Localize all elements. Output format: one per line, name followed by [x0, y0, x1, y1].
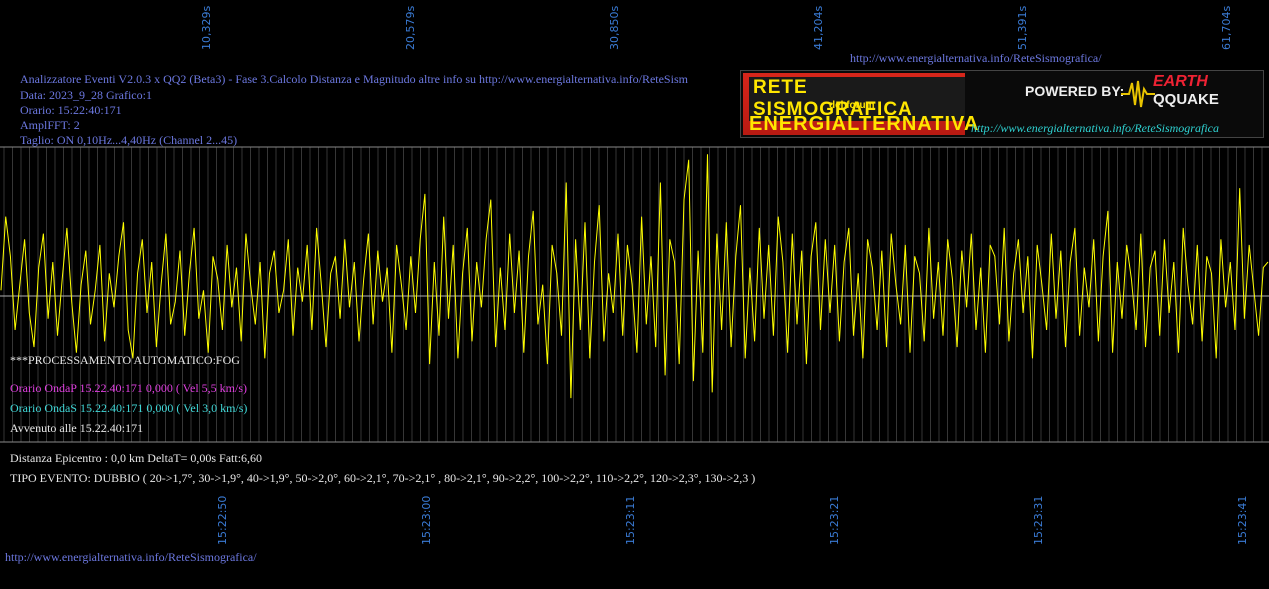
logo-forum-text: del forum [829, 100, 875, 111]
logo-url-text[interactable]: http://www.energialternativa.info/ReteSi… [971, 121, 1219, 135]
top-tick-label: 61,704s [1220, 5, 1233, 50]
top-tick-label: 30,850s [608, 5, 621, 50]
bottom-tick-label: 15:23:11 [624, 495, 637, 545]
bottom-tick-label: 15:23:31 [1032, 495, 1045, 545]
top-tick-label: 51,391s [1016, 5, 1029, 50]
logo-earth-text: EARTH [1153, 73, 1208, 90]
event-type-label: TIPO EVENTO: DUBBIO ( 20->1,7°, 30->1,9°… [10, 471, 756, 485]
bottom-tick-label: 15:23:41 [1236, 495, 1249, 545]
top-tick-label: 10,329s [200, 5, 213, 50]
logo-qquake-text: QQUAKE [1153, 91, 1219, 108]
bottom-tick-label: 15:23:00 [420, 495, 433, 545]
top-tick-label: 20,579s [404, 5, 417, 50]
footer-url-link[interactable]: http://www.energialternativa.info/ReteSi… [5, 550, 257, 564]
logo-rete-text: RETE SISMOGRAFICA [749, 77, 965, 121]
top-tick-label: 41,204s [812, 5, 825, 50]
logo-powered-text: POWERED BY: [1025, 83, 1125, 99]
header-line-date: Data: 2023_9_28 Grafico:1 [20, 88, 152, 102]
onda-s-label: Orario OndaS 15.22.40:171 0,000 ( Vel 3,… [10, 401, 248, 415]
distance-label: Distanza Epicentro : 0,0 km DeltaT= 0,00… [10, 451, 263, 465]
logo-energ-text: ENERGIALTERNATIVA [749, 113, 980, 135]
onda-p-label: Orario OndaP 15.22.40:171 0,000 ( Vel 5,… [10, 381, 247, 395]
avvenuto-label: Avvenuto alle 15.22.40:171 [10, 421, 144, 435]
header-line-time: Orario: 15:22:40:171 [20, 103, 122, 117]
seismograph-icon [1121, 80, 1155, 108]
header-line-filter: Taglio: ON 0,10Hz...4,40Hz (Channel 2...… [20, 133, 238, 147]
rete-sismografica-logo[interactable]: RETE SISMOGRAFICA del forum ENERGIALTERN… [740, 70, 1264, 138]
bottom-tick-label: 15:23:21 [828, 495, 841, 545]
header-line-amplfft: AmplFFT: 2 [20, 118, 80, 132]
top-url-link[interactable]: http://www.energialternativa.info/ReteSi… [850, 51, 1102, 65]
logo-brand-panel: RETE SISMOGRAFICA del forum ENERGIALTERN… [743, 73, 978, 135]
header-line-title: Analizzatore Eventi V2.0.3 x QQ2 (Beta3)… [20, 72, 688, 86]
bottom-tick-label: 15:22:50 [216, 495, 229, 545]
processing-auto-label: ***PROCESSAMENTO AUTOMATICO:FOG [10, 353, 240, 367]
